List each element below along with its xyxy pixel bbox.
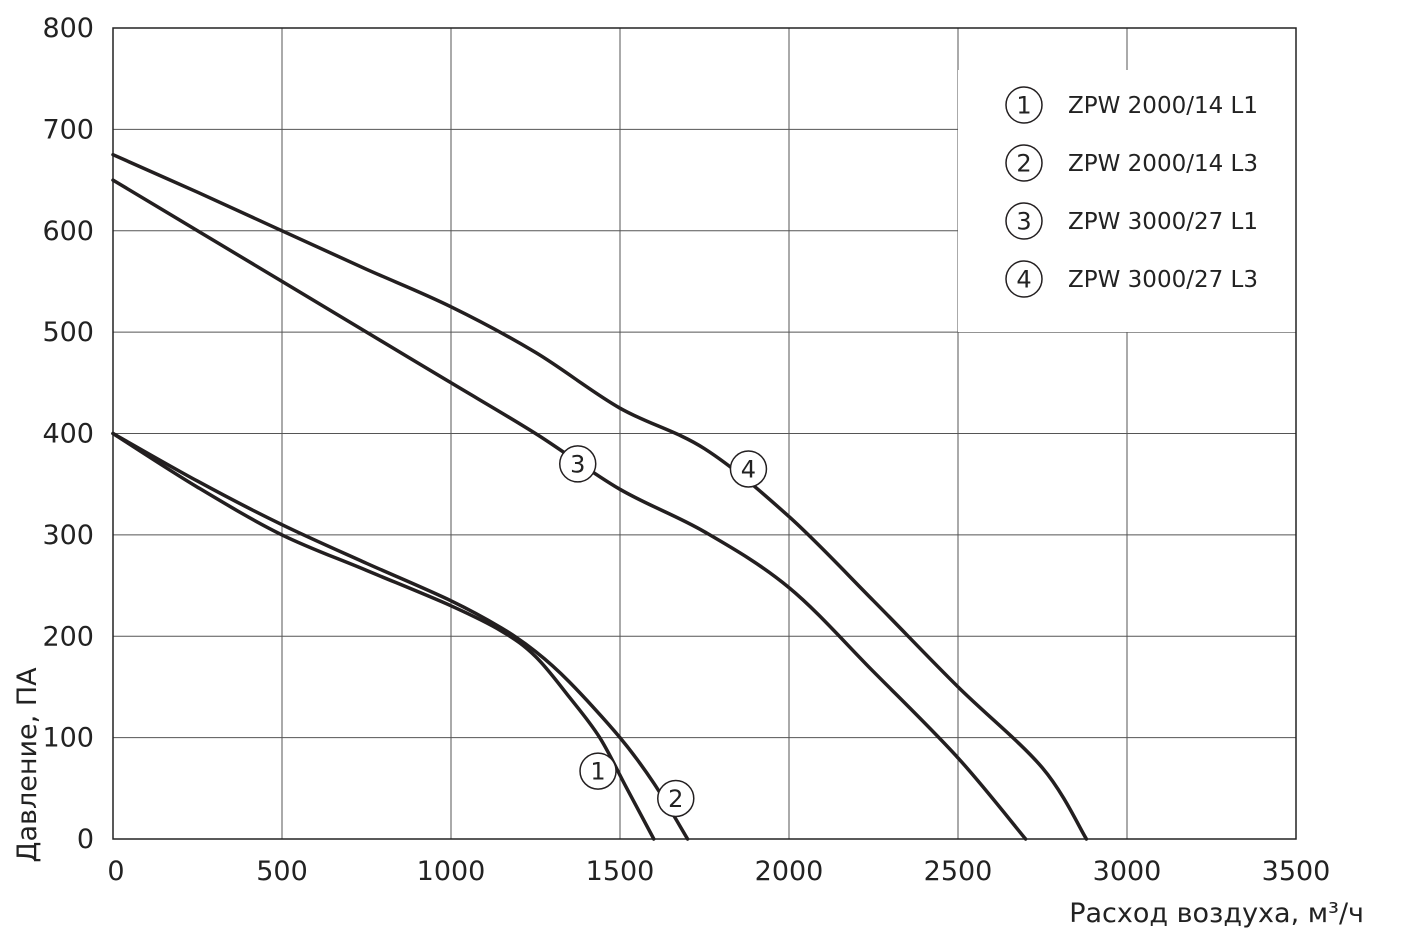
y-tick-label: 300 <box>42 520 94 551</box>
x-tick-label: 2500 <box>924 856 993 887</box>
legend-marker-number: 4 <box>1016 266 1031 294</box>
legend-item-label: ZPW 3000/27 L3 <box>1068 267 1258 293</box>
y-tick-label: 200 <box>42 621 94 652</box>
series-marker-circle-3 <box>559 445 597 483</box>
y-tick-label: 600 <box>42 216 94 247</box>
series-marker-circle-4 <box>729 450 768 488</box>
x-tick-label: 0 <box>107 856 124 887</box>
legend-marker-circle <box>1005 260 1043 298</box>
legend-marker-number: 2 <box>1016 150 1031 178</box>
x-tick-label: 500 <box>256 856 308 887</box>
y-axis-ticks: 0 100 200 300 400 500 600 700 800 <box>42 13 94 855</box>
legend-item-label: ZPW 3000/27 L1 <box>1068 209 1258 235</box>
series-marker-circle-1 <box>579 752 617 790</box>
y-axis-label: Давление, ПА <box>12 667 43 863</box>
legend-marker-number: 3 <box>1016 208 1031 236</box>
series-marker-label-2: 2 <box>668 785 683 813</box>
y-tick-label: 100 <box>42 723 94 754</box>
legend-marker-number: 1 <box>1016 92 1031 120</box>
series-marker-circle-2 <box>657 779 695 818</box>
legend-marker-circle <box>1005 86 1043 124</box>
legend-marker-circle <box>1005 202 1043 240</box>
curve-markers: 1 2 3 4 <box>559 445 768 818</box>
x-tick-label: 3500 <box>1262 856 1331 887</box>
x-tick-label: 3000 <box>1093 856 1162 887</box>
y-tick-label: 700 <box>42 114 94 145</box>
series-marker-label-4: 4 <box>741 455 756 483</box>
series-line-2 <box>111 431 690 841</box>
y-tick-label: 500 <box>42 317 94 348</box>
series-marker-label-1: 1 <box>590 758 605 786</box>
legend-item-label: ZPW 2000/14 L3 <box>1068 151 1258 177</box>
y-tick-label: 0 <box>77 824 94 855</box>
x-tick-label: 2000 <box>755 856 824 887</box>
performance-curves <box>111 152 1089 841</box>
x-tick-label: 1500 <box>586 856 655 887</box>
series-line-1 <box>111 431 656 841</box>
legend-marker-circle <box>1005 144 1043 182</box>
legend: 1 ZPW 2000/14 L1 2 ZPW 2000/14 L3 3 ZPW 3000/… <box>1005 86 1258 298</box>
x-axis-label: Расход воздуха, м³/ч <box>1069 898 1364 929</box>
x-axis-ticks: 0 500 1000 1500 2000 2500 3000 3500 <box>107 856 1330 887</box>
legend-item-label: ZPW 2000/14 L1 <box>1068 93 1258 119</box>
series-marker-label-3: 3 <box>570 450 585 478</box>
series-line-4 <box>111 152 1089 841</box>
plot-frame <box>112 27 1297 840</box>
y-tick-label: 400 <box>42 419 94 450</box>
y-tick-label: 800 <box>42 13 94 44</box>
x-tick-label: 1000 <box>417 856 486 887</box>
